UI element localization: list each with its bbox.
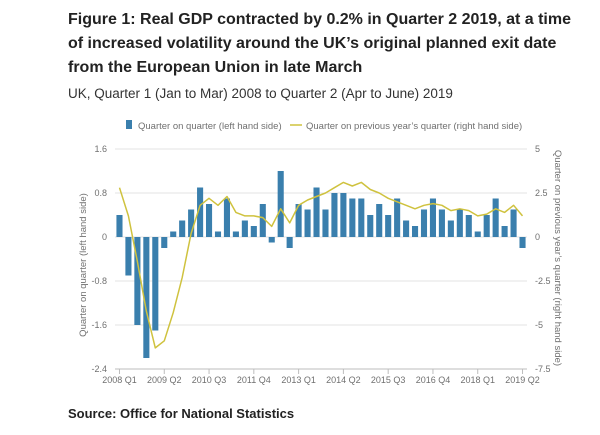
bar-2010-Q3	[205, 204, 213, 237]
bar-2016-Q4	[429, 198, 437, 237]
bar-2012-Q3	[277, 171, 284, 237]
bar-2012-Q1	[259, 204, 266, 237]
right-tick-label: -2.5	[535, 276, 551, 286]
bar-2015-Q1	[367, 215, 374, 237]
bar-2018-Q2	[483, 215, 490, 237]
x-tick-label: 2008 Q1	[102, 375, 137, 385]
bar-2015-Q4	[394, 198, 401, 237]
bar-2017-Q3	[456, 209, 463, 237]
right-axis-label: Quarter on previous year’s quarter (righ…	[552, 150, 563, 366]
bar-2008-Q2	[125, 237, 132, 276]
bar-2012-Q2	[268, 237, 275, 243]
x-tick-label: 2014 Q2	[326, 375, 361, 385]
bar-2014-Q2	[340, 193, 347, 237]
right-axis-ticks: 5 2.5 0 -2.5 -5 -7.5	[535, 144, 551, 374]
left-tick-label: -0.8	[91, 276, 107, 286]
bar-2018-Q1	[474, 231, 481, 237]
bar-2015-Q2	[376, 204, 383, 237]
legend-label-bars: Quarter on quarter (left hand side)	[138, 121, 282, 132]
bar-2013-Q3	[313, 187, 320, 237]
x-tick-label: 2013 Q1	[281, 375, 316, 385]
bar-2014-Q1	[331, 193, 338, 237]
x-tick-label: 2016 Q4	[416, 375, 451, 385]
bar-2017-Q2	[447, 220, 454, 237]
bar-2014-Q4	[358, 198, 365, 237]
source-note: Source: Office for National Statistics	[68, 406, 295, 421]
left-axis-label: Quarter on quarter (left hand side)	[78, 193, 89, 337]
right-tick-label: -7.5	[535, 364, 551, 374]
gridlines	[115, 148, 527, 370]
right-tick-label: 5	[535, 144, 540, 154]
bar-2010-Q1	[188, 209, 195, 237]
bar-2009-Q2	[161, 237, 168, 248]
bar-2014-Q3	[349, 198, 356, 237]
x-tick-label: 2019 Q2	[505, 375, 540, 385]
x-axis: 2008 Q1 2009 Q2 2010 Q3 2011 Q4 2013 Q1 2014 …	[102, 368, 540, 385]
x-tick-label: 2011 Q4	[237, 375, 271, 385]
left-tick-label: 0	[102, 232, 107, 242]
left-tick-label: 0.8	[94, 188, 107, 198]
bar-2011-Q3	[241, 220, 248, 237]
bar-2013-Q4	[322, 209, 329, 237]
chart-title: Figure 1: Real GDP contracted by 0.2% in…	[68, 11, 571, 76]
bar-2018-Q3	[492, 198, 499, 237]
x-tick-label: 2015 Q3	[371, 375, 406, 385]
legend-label-line: Quarter on previous year’s quarter (righ…	[306, 121, 522, 132]
left-axis-ticks: 1.6 0.8 0 -0.8 -1.6 -2.4	[91, 144, 107, 374]
bar-2017-Q1	[438, 209, 445, 237]
legend-swatch-bars	[126, 120, 132, 129]
x-tick-label: 2018 Q1	[460, 375, 495, 385]
bar-2009-Q1	[152, 237, 159, 331]
bar-2010-Q4	[214, 231, 222, 237]
bar-2016-Q2	[411, 226, 419, 237]
bar-2009-Q3	[170, 231, 177, 237]
right-tick-label: 2.5	[535, 188, 548, 198]
bar-2011-Q2	[232, 231, 239, 237]
bar-2013-Q2	[304, 209, 311, 237]
left-tick-label: -1.6	[91, 320, 107, 330]
bar-2019-Q2	[519, 237, 526, 248]
bar-2010-Q2	[197, 187, 204, 237]
chart-subtitle: UK, Quarter 1 (Jan to Mar) 2008 to Quart…	[68, 86, 453, 101]
bar-2008-Q4	[143, 237, 150, 358]
bar-2017-Q4	[465, 215, 472, 237]
bar-2013-Q1	[295, 204, 302, 237]
bar-2012-Q4	[286, 237, 293, 248]
bar-2016-Q1	[403, 220, 410, 237]
bar-2019-Q1	[510, 209, 517, 237]
bar-2011-Q1	[223, 198, 231, 237]
annual-growth-line	[118, 181, 524, 349]
right-tick-label: 0	[535, 232, 540, 242]
legend: Quarter on quarter (left hand side) Quar…	[126, 120, 522, 132]
bar-2016-Q3	[420, 209, 428, 237]
left-tick-label: -2.4	[91, 364, 107, 374]
line-series	[118, 181, 524, 349]
left-tick-label: 1.6	[94, 144, 107, 154]
bar-2008-Q1	[116, 215, 123, 237]
bar-2018-Q4	[501, 226, 508, 237]
bar-series	[116, 171, 526, 358]
bar-2015-Q3	[385, 215, 392, 237]
bar-2009-Q4	[179, 220, 186, 237]
x-tick-label: 2010 Q3	[192, 375, 227, 385]
bar-2008-Q3	[134, 237, 141, 325]
right-tick-label: -5	[535, 320, 543, 330]
x-tick-label: 2009 Q2	[147, 375, 182, 385]
bar-2011-Q4	[250, 226, 257, 237]
